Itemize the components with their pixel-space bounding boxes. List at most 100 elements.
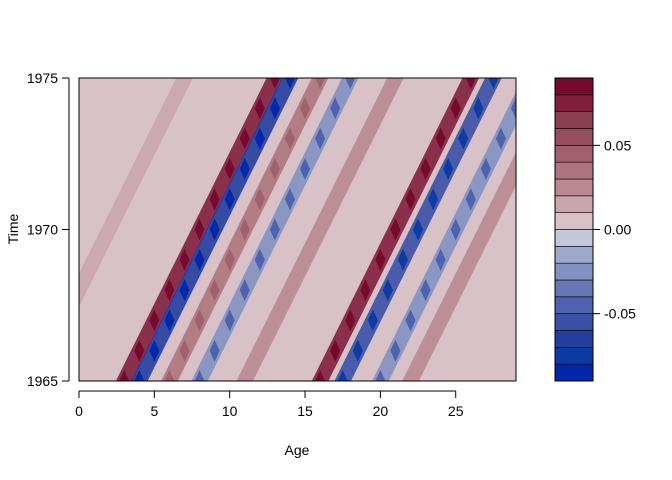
contour-cell	[209, 218, 220, 241]
contour-cell	[315, 78, 326, 89]
contour-cell	[315, 370, 326, 381]
contour-cell	[390, 339, 401, 362]
legend-swatch	[554, 347, 594, 365]
contour-cell	[269, 157, 280, 180]
contour-cell	[119, 370, 130, 381]
contour-cell	[413, 218, 424, 241]
contour-cell	[450, 218, 461, 241]
contour-cell	[488, 78, 499, 89]
contour-cell	[254, 188, 265, 211]
x-tick-label: 0	[75, 403, 83, 419]
y-axis-label: Time	[5, 213, 21, 244]
cohort-band	[79, 78, 193, 307]
contour-cell	[209, 279, 220, 302]
legend-swatch	[554, 161, 594, 180]
contour-cell	[458, 127, 469, 150]
contour-cell	[179, 279, 190, 302]
x-axis: 0 5 10 15 20 25	[75, 390, 464, 419]
contour-cell	[465, 78, 476, 89]
contour-cell	[352, 339, 363, 362]
contour-cell	[224, 248, 235, 271]
contour-cell	[164, 309, 175, 332]
contour-cell	[254, 97, 265, 120]
contour-cell	[254, 248, 265, 271]
contour-cell	[382, 279, 393, 302]
contour-cell	[473, 97, 484, 120]
x-tick-label: 10	[222, 403, 238, 419]
legend-tick-label: 0.05	[604, 137, 631, 153]
contour-cell	[443, 157, 454, 180]
plot-frame	[78, 77, 517, 382]
contour-cell	[224, 309, 235, 332]
contour-cell	[300, 157, 311, 180]
contour-cell	[164, 370, 175, 381]
contour-cell	[345, 309, 356, 332]
contour-cell	[239, 127, 250, 150]
contour-cell	[345, 78, 356, 89]
contour-cell	[420, 157, 431, 180]
x-tick-label: 25	[448, 403, 464, 419]
contour-cell	[134, 370, 145, 381]
legend-swatch	[554, 212, 594, 230]
contour-cell	[254, 127, 265, 150]
contour-cell	[284, 78, 295, 89]
x-tick-label: 20	[373, 403, 389, 419]
contour-cell	[526, 67, 536, 89]
legend-swatch	[554, 262, 594, 281]
legend-swatch	[554, 111, 594, 129]
cohort-band	[402, 152, 516, 381]
y-axis: 1965 1970 1975	[27, 70, 70, 389]
legend-swatch	[554, 279, 594, 298]
x-axis-label: Age	[285, 442, 310, 458]
contour-cell	[284, 127, 295, 150]
contour-cell	[397, 248, 408, 271]
contour-cell	[375, 370, 386, 381]
contour-cell	[435, 127, 446, 150]
contour-cell	[367, 309, 378, 332]
contour-cell	[511, 97, 516, 120]
contour-cell	[194, 248, 205, 271]
y-tick-label: 1965	[27, 373, 58, 389]
contour-cell	[495, 127, 506, 150]
contour-cell	[360, 279, 371, 302]
contour-cell	[450, 97, 461, 120]
contour-cell	[315, 127, 326, 150]
contour-cell	[269, 78, 280, 89]
legend-tick-label: -0.05	[604, 306, 636, 322]
legend-swatch	[554, 145, 594, 163]
legend-swatch	[554, 330, 594, 348]
contour-cell	[428, 188, 439, 211]
contour-cell	[179, 339, 190, 362]
contour-cell	[194, 370, 205, 381]
legend-swatch	[554, 128, 594, 146]
contour-cell	[269, 97, 280, 120]
contour-cell	[149, 339, 160, 362]
contour-cell	[149, 309, 160, 332]
contour-cell	[284, 188, 295, 211]
cohort-band	[372, 91, 516, 381]
contour-cell	[209, 188, 220, 211]
contour-cell	[337, 370, 348, 381]
contour-cell	[179, 248, 190, 271]
contour-cell	[224, 157, 235, 180]
contour-cell	[420, 279, 431, 302]
legend-tick-label: 0.00	[604, 222, 631, 238]
contour-cell	[465, 188, 476, 211]
heatmap-surface	[79, 67, 536, 381]
legend-swatch	[554, 296, 594, 314]
x-tick-label: 5	[150, 403, 158, 419]
contour-cell	[224, 188, 235, 211]
x-tick-label: 15	[297, 403, 313, 419]
contour-cell	[239, 218, 250, 241]
legend-swatch	[554, 195, 594, 213]
legend-swatch	[554, 313, 594, 331]
contour-cell	[405, 188, 416, 211]
contour-cell	[269, 218, 280, 241]
contour-cell	[480, 157, 491, 180]
contour-cell	[209, 339, 220, 362]
legend-swatch	[554, 229, 594, 247]
contour-cell	[300, 97, 311, 120]
contour-cell	[164, 279, 175, 302]
legend-swatch	[554, 246, 594, 264]
legend-swatch	[554, 178, 594, 197]
